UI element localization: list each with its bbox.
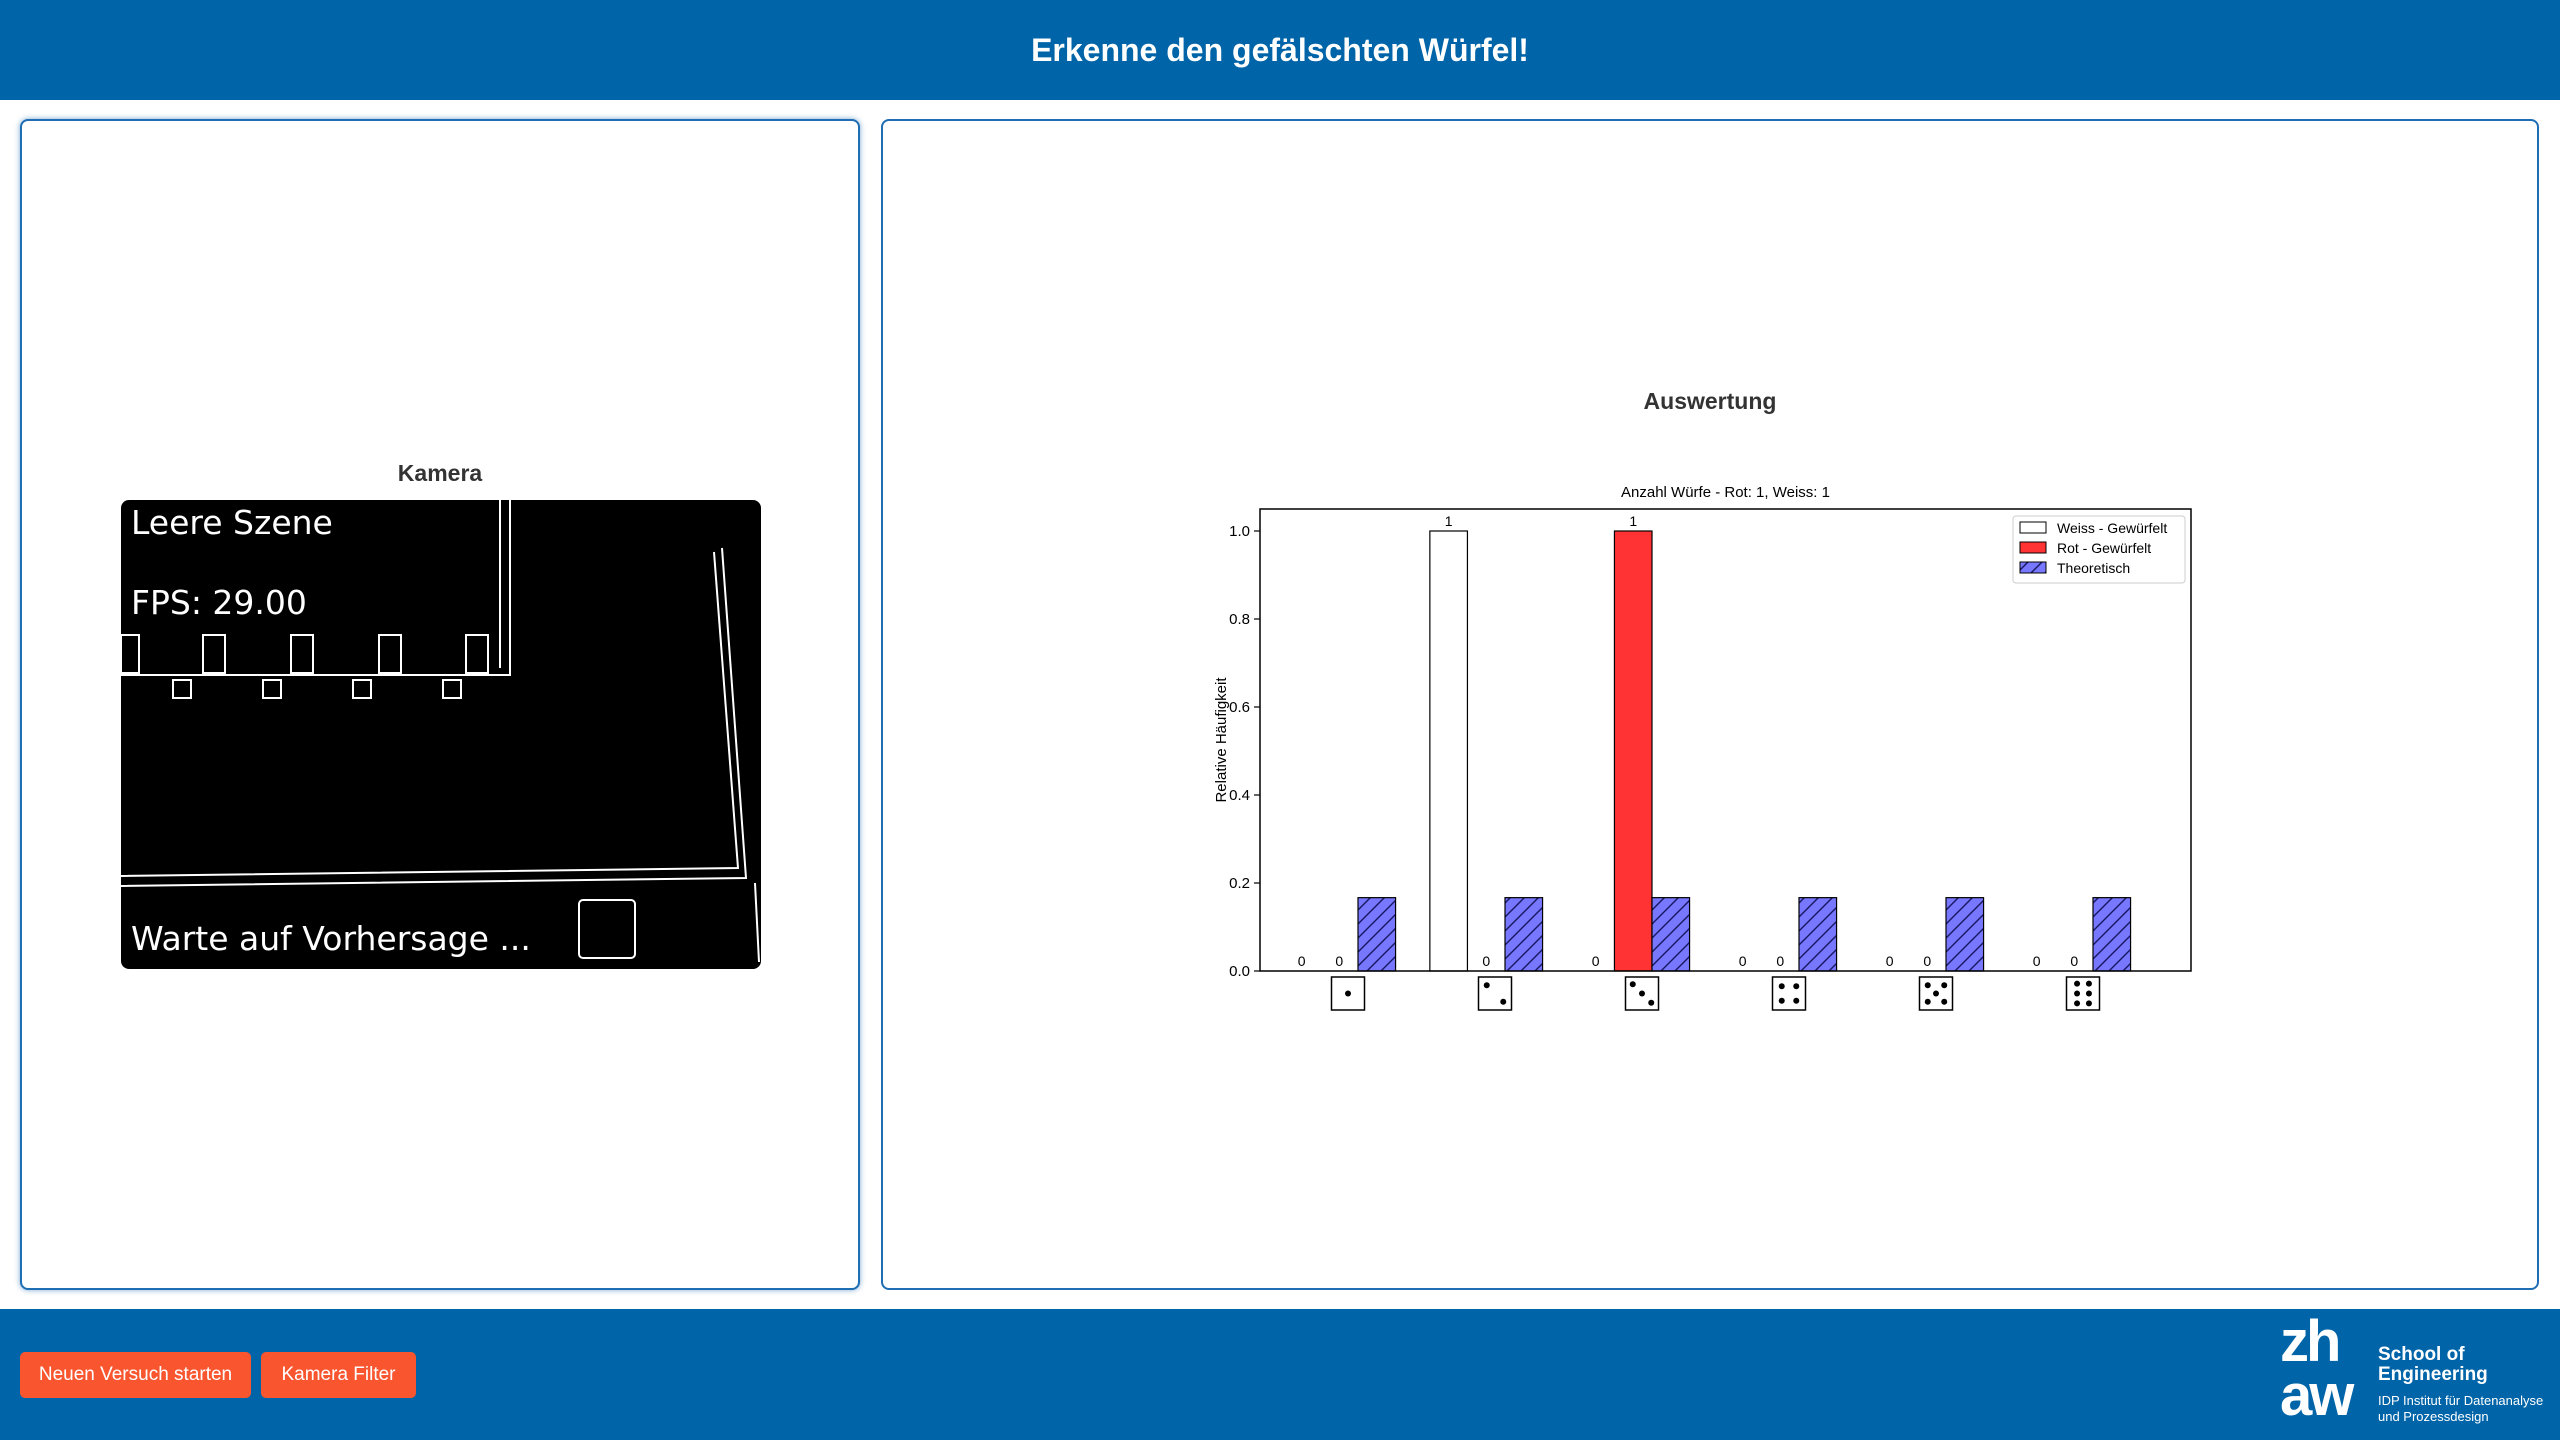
chart: Anzahl Würfe - Rot: 1, Weiss: 1 Relative … [1213,484,2192,1011]
y-tick-label: 0.4 [1229,787,1250,804]
axes-frame [1259,508,2192,972]
die-pip [2085,980,2092,987]
die-pip [1483,982,1490,989]
die-pip [1778,997,1785,1004]
die-pip [1629,981,1636,988]
die-pip [1941,982,1948,989]
bar [1357,897,1397,972]
data-label: 0 [1482,953,1490,969]
y-tick-label: 0.2 [1229,875,1250,892]
die-pip [1345,990,1351,997]
die-pip [2074,980,2081,987]
bar [1651,897,1691,972]
die-pip [1778,983,1785,990]
data-label: 0 [1335,953,1343,969]
camera-view: Leere Szene FPS: 29.00 Warte auf Vorhers… [121,500,761,969]
status-text: Leere Szene [131,503,333,542]
data-label: 0 [1592,953,1600,969]
data-label: 0 [1886,953,1894,969]
camera-frame [121,500,761,969]
bar [1429,530,1469,972]
chart-title: Anzahl Würfe - Rot: 1, Weiss: 1 [1621,484,1830,501]
logo-institute-2: und Prozessdesign [2378,1409,2489,1424]
message-text: Warte auf Vorhersage ... [131,919,531,958]
die-pip [2085,990,2092,997]
die-icon [1771,976,1807,1011]
die-pip [1793,997,1800,1004]
logo-name-1: School of [2378,1344,2465,1365]
y-tick-label: 1.0 [1229,523,1250,540]
legend-label: Theoretisch [2057,560,2130,576]
legend-box [2012,515,2186,584]
data-label: 0 [1298,953,1306,969]
y-tick-label: 0.6 [1229,699,1250,716]
y-tick-label: 0.0 [1229,963,1250,980]
die-pip [2085,1000,2092,1007]
camera-title: Kamera [397,460,483,486]
header-bar [0,0,2560,100]
legend-swatch [2019,541,2047,554]
die-icon [1477,976,1513,1011]
die-pip [1941,998,1948,1005]
data-label: 0 [1739,953,1747,969]
bar [1613,530,1653,972]
bar [1945,897,1985,972]
die-icon [2065,976,2101,1011]
data-label: 1 [1629,513,1637,529]
die-pip [1924,982,1931,989]
die-pip [2074,990,2081,997]
camera-filter-button[interactable]: Kamera Filter [261,1352,416,1398]
footer-bar [0,1309,2560,1440]
die-pip [1648,999,1655,1006]
data-label: 1 [1445,513,1453,529]
evaluation-panel [881,119,2539,1290]
new-attempt-button[interactable]: Neuen Versuch starten [20,1352,251,1398]
die-pip [1793,983,1800,990]
data-label: 0 [2033,953,2041,969]
logo-name-2: Engineering [2378,1364,2488,1385]
legend-swatch [2019,561,2047,574]
legend-swatch [2019,521,2047,534]
data-label: 0 [1923,953,1931,969]
y-axis-label: Relative Häufigkeit [1213,677,1230,803]
y-tick-label: 0.8 [1229,611,1250,628]
data-label: 0 [1776,953,1784,969]
die-pip [1500,998,1507,1005]
die-pip [1639,990,1645,997]
page-title: Erkenne den gefälschten Würfel! [1031,32,1529,68]
logo-institute-1: IDP Institut für Datenanalyse [2378,1393,2544,1408]
edge-outlines [121,500,760,963]
legend-label: Weiss - Gewürfelt [2057,520,2167,536]
die-pip [1933,990,1939,997]
data-label: 0 [2070,953,2078,969]
bar [1798,897,1838,972]
die-pip [2074,1000,2081,1007]
legend-label: Rot - Gewürfelt [2057,540,2151,556]
logo-mark-bottom: aw [2280,1363,2354,1428]
bar [1504,897,1544,972]
die-pip [1924,998,1931,1005]
evaluation-title: Auswertung [1643,388,1777,414]
fps-text: FPS: 29.00 [131,583,307,622]
bar [2092,897,2132,972]
logo-mark-top: zh [2280,1309,2341,1374]
